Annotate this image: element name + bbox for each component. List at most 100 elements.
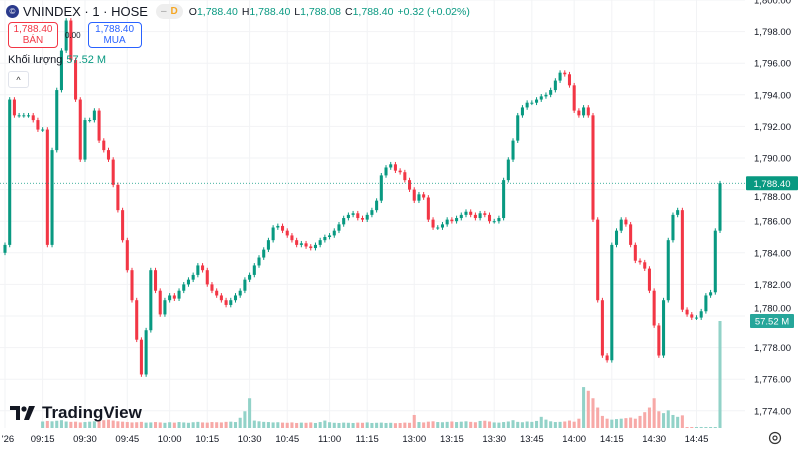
volume-bar (516, 421, 520, 428)
candle-body (299, 243, 303, 245)
volume-bar (676, 416, 680, 428)
candle-body (102, 140, 106, 151)
volume-bar (502, 422, 506, 428)
volume-bar (577, 418, 581, 428)
volume-legend-label: Khối lượng (8, 54, 63, 66)
candle-body (563, 72, 567, 75)
volume-bar (666, 410, 670, 428)
volume-bar (219, 422, 223, 428)
sell-button[interactable]: 1,788.40 BÁN (8, 22, 58, 48)
candle-body (600, 300, 604, 356)
volume-bar (445, 421, 449, 428)
candle-body (78, 99, 82, 160)
candle-body (694, 317, 699, 319)
volume-bar (248, 398, 252, 428)
volume-bar (384, 422, 388, 428)
volume-bar (657, 411, 661, 428)
volume-bar (624, 418, 628, 428)
time-tick-label: 10:45 (275, 434, 299, 445)
collapse-legend-button[interactable]: ^ (8, 71, 29, 88)
buy-button[interactable]: 1,788.40 MUA (87, 22, 142, 48)
open-value: 1,788.40 (196, 5, 238, 18)
candle-body (318, 240, 322, 245)
volume-bar (266, 422, 270, 428)
volume-bar (549, 421, 553, 428)
volume-bar (186, 422, 190, 428)
candle-body (676, 210, 680, 215)
candle-body (685, 309, 689, 315)
candle-body (591, 115, 595, 220)
time-axis[interactable]: '26 09:15 09:30 09:45 10:00 10:15 10:30 10:45 11… (2, 434, 709, 445)
volume-bar (59, 420, 63, 428)
candle-body (55, 90, 59, 151)
candle-body (652, 290, 656, 326)
candle-body (525, 102, 529, 108)
sell-label: BÁN (22, 35, 44, 46)
volume-bar (233, 422, 238, 428)
candle-body (455, 218, 459, 222)
candle-body (219, 295, 223, 301)
volume-legend-value: 57.52 M (66, 54, 107, 66)
volume-bar (69, 421, 73, 428)
volume-bar (389, 422, 393, 428)
volume-bar (633, 418, 637, 428)
volume-legend[interactable]: Khối lượng 57.52 M (8, 54, 106, 66)
volume-bar (582, 387, 586, 428)
volume-bar (158, 422, 162, 428)
candle-body (624, 219, 628, 225)
candle-body (215, 290, 219, 296)
volume-bar (328, 422, 332, 428)
price-tick-label: 1,776.00 (754, 375, 791, 386)
candle-body (577, 110, 581, 116)
candle-body (690, 314, 694, 318)
candle-body (196, 265, 200, 275)
volume-bar (469, 421, 473, 428)
volume-bar (88, 421, 92, 428)
time-tick-label: 09:30 (73, 434, 97, 445)
market-status-pill[interactable]: – D (155, 4, 183, 19)
volume-bar (492, 422, 496, 428)
candle-body (281, 225, 285, 231)
volume-bar (215, 422, 219, 428)
volume-bar (97, 420, 101, 428)
candle-body (125, 240, 129, 271)
settings-gear-icon[interactable] (768, 431, 782, 445)
volume-bar (718, 321, 722, 428)
volume-bar (168, 422, 172, 428)
candle-body (605, 355, 609, 361)
price-tick-label: 1,786.00 (754, 217, 791, 228)
tradingview-logo-icon (10, 406, 35, 420)
change-value: +0.32 (+0.02%) (397, 5, 470, 18)
candle-body (662, 300, 666, 356)
candle-body (285, 230, 289, 236)
volume-bar (591, 398, 595, 428)
volume-bar (455, 422, 459, 428)
volume-bar (539, 416, 543, 428)
time-tick-label: 14:15 (600, 434, 624, 445)
candle-body (163, 300, 167, 315)
candle-body (12, 99, 16, 116)
symbol-title[interactable]: VNINDEX · 1 · HOSE (23, 4, 148, 19)
candle-body (389, 164, 393, 168)
candle-body (440, 224, 444, 228)
volume-bar (497, 422, 501, 428)
price-axis[interactable]: 1,774.00 1,776.00 1,778.00 1,780.00 1,782.00… (754, 0, 791, 417)
candle-body (172, 295, 176, 299)
volume-bar (525, 421, 529, 428)
candle-body (92, 110, 96, 121)
candle-body (337, 224, 341, 231)
price-tick-label: 1,774.00 (754, 406, 791, 417)
candle-body (313, 244, 317, 249)
candle-body (586, 107, 590, 116)
volume-bar (431, 421, 435, 428)
candle-body (248, 274, 252, 280)
candle-body (111, 159, 115, 185)
time-tick-label: 13:30 (482, 434, 506, 445)
volume-bar (229, 421, 233, 428)
volume-bar (412, 414, 416, 428)
tradingview-logo[interactable]: TradingView (10, 403, 142, 423)
candle-body (506, 159, 510, 181)
volume-bar (201, 422, 205, 428)
volume-bar (464, 421, 468, 428)
